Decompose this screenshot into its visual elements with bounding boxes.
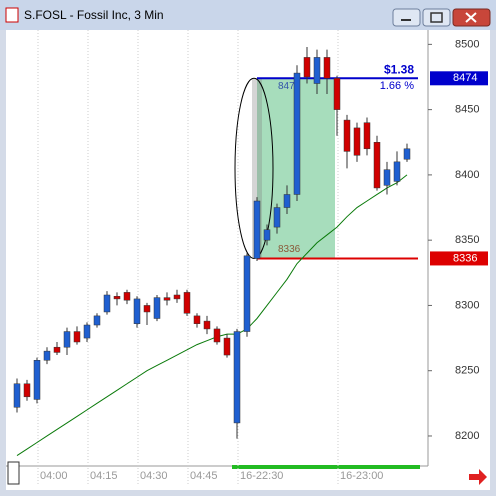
- candle-body: [213, 328, 221, 343]
- range-shade: [252, 78, 262, 259]
- candle-body: [323, 57, 331, 79]
- candle-body: [253, 200, 261, 259]
- change-label: $1.38: [384, 62, 414, 76]
- y-tick-label: 8350: [455, 234, 479, 246]
- candle-body: [333, 78, 341, 110]
- y-tick-label: 8400: [455, 169, 479, 181]
- candle-body: [363, 122, 371, 150]
- axis-tag: [430, 71, 488, 86]
- candle-body: [53, 346, 61, 353]
- candle-body: [103, 294, 111, 313]
- candle-body: [23, 383, 31, 398]
- candle-body: [153, 297, 161, 319]
- axis-tag: [430, 251, 488, 266]
- candle-body: [313, 57, 321, 84]
- level-label: 8336: [278, 244, 301, 255]
- maximize-button[interactable]: [422, 8, 451, 27]
- x-tick-label: 04:15: [90, 470, 118, 482]
- candle-body: [13, 383, 21, 408]
- candle-body: [43, 350, 51, 361]
- candle-body: [373, 142, 381, 189]
- candle-body: [343, 119, 351, 152]
- minimize-button[interactable]: [392, 8, 421, 27]
- candle-body: [273, 207, 281, 228]
- x-tick-label: 04:30: [140, 470, 168, 482]
- y-tick-label: 8250: [455, 365, 479, 377]
- candle-body: [63, 331, 71, 348]
- axis-tag-label: 8336: [453, 252, 477, 264]
- level-label: 8474: [278, 81, 301, 92]
- candle-body: [293, 72, 301, 195]
- y-tick-label: 8300: [455, 299, 479, 311]
- candle-body: [193, 315, 201, 324]
- candle-body: [223, 337, 231, 356]
- y-tick-label: 8450: [455, 104, 479, 116]
- candle-body: [123, 292, 131, 301]
- scroll-arrow[interactable]: [469, 469, 487, 485]
- candle-body: [353, 127, 361, 156]
- candle-body: [383, 169, 391, 186]
- candle-body: [163, 297, 171, 301]
- candle-body: [143, 305, 151, 313]
- candle-body: [393, 161, 401, 182]
- x-tick-label: 04:45: [190, 470, 218, 482]
- candle-body: [263, 229, 271, 241]
- x-tick-label: 04:00: [40, 470, 68, 482]
- app-icon: [5, 7, 19, 23]
- x-tick-label: 16-22:30: [240, 470, 283, 482]
- candle-body: [403, 148, 411, 160]
- axis-tag-label: 8474: [453, 72, 477, 84]
- x-tick-label: 16-23:00: [340, 470, 383, 482]
- window-title: S.FOSL - Fossil Inc, 3 Min: [24, 8, 164, 22]
- candle-body: [303, 57, 311, 78]
- scroll-range: [232, 465, 420, 469]
- moving-average: [16, 174, 408, 456]
- candle-body: [183, 292, 191, 314]
- y-tick-label: 8200: [455, 430, 479, 442]
- scroll-box[interactable]: [7, 461, 20, 485]
- candle-body: [83, 324, 91, 339]
- candle-body: [133, 298, 141, 324]
- candle-body: [173, 294, 181, 300]
- y-tick-label: 8500: [455, 38, 479, 50]
- candle-body: [243, 255, 251, 332]
- candle-body: [33, 360, 41, 400]
- candle-body: [113, 296, 121, 300]
- candle-body: [233, 331, 241, 424]
- percent-label: 1.66 %: [380, 80, 414, 92]
- candle-body: [203, 320, 211, 330]
- candle-body: [93, 315, 101, 326]
- candle-body: [283, 194, 291, 208]
- candle-body: [73, 331, 81, 343]
